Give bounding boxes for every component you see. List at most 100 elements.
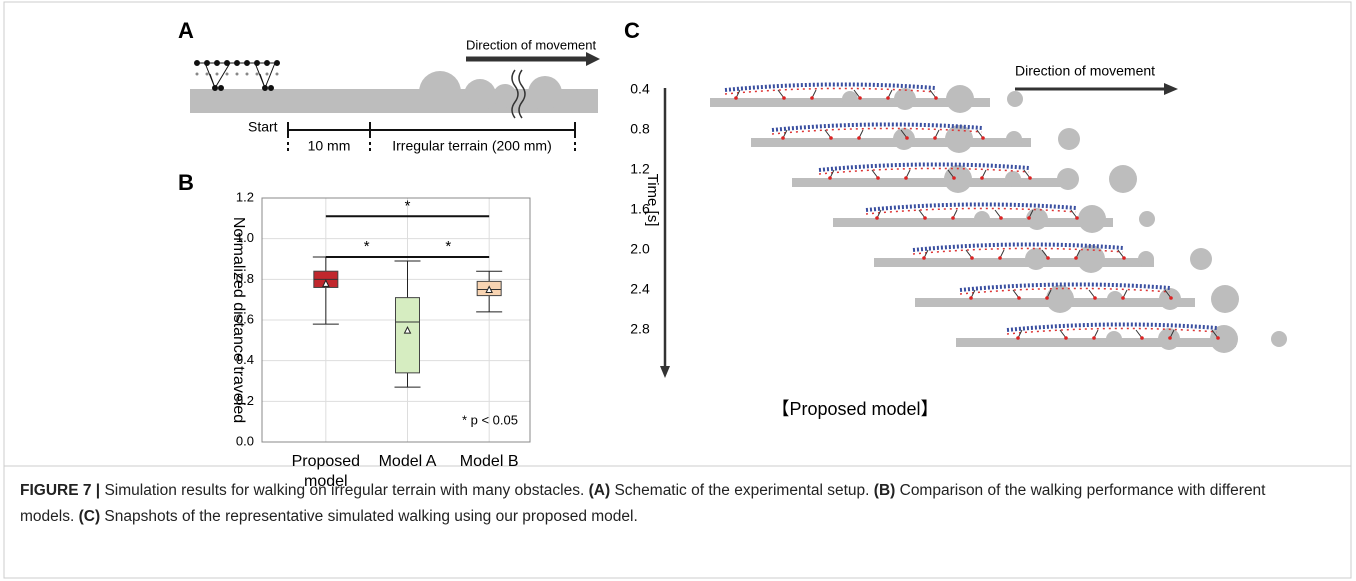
- caption-text: (A): [588, 482, 611, 499]
- robot-foot: [1168, 336, 1172, 340]
- x-tick-label: Model B: [459, 453, 519, 470]
- robot-body: [818, 167, 1030, 175]
- robot-foot: [1169, 296, 1173, 300]
- robot-foot: [810, 96, 814, 100]
- obstacle: [1106, 331, 1122, 347]
- annotation: * p < 0.05: [462, 412, 518, 427]
- ground: [874, 258, 1154, 267]
- robot-sketch: [194, 60, 280, 91]
- robot-foot: [969, 296, 973, 300]
- robot-foot: [1074, 256, 1078, 260]
- direction-label: Direction of movement: [466, 37, 596, 52]
- time-label: 2.8: [630, 321, 650, 337]
- terrain-label: Irregular terrain (200 mm): [392, 138, 552, 154]
- robot-foot: [905, 136, 909, 140]
- robot-foot: [904, 176, 908, 180]
- robot-body: [818, 162, 1030, 172]
- robot-foot: [828, 176, 832, 180]
- robot-foot: [1017, 296, 1021, 300]
- significance-label: *: [405, 197, 411, 214]
- robot-foot: [1046, 256, 1050, 260]
- robot-foot: [933, 136, 937, 140]
- robot-foot: [922, 256, 926, 260]
- obstacle: [944, 165, 972, 193]
- caption-text: (B): [873, 482, 896, 499]
- significance-label: *: [364, 238, 370, 255]
- robot-foot: [781, 136, 785, 140]
- foot: [268, 85, 274, 91]
- robot-body: [771, 122, 983, 132]
- arrow-head: [586, 52, 600, 66]
- obstacle: [1078, 205, 1106, 233]
- caption-text: Schematic of the experimental setup.: [610, 482, 874, 499]
- ground: [833, 218, 1113, 227]
- robot-foot: [858, 96, 862, 100]
- joint: [195, 72, 199, 76]
- joint: [245, 72, 249, 76]
- robot-body: [865, 202, 1077, 212]
- robot-body: [959, 282, 1171, 292]
- robot-foot: [1122, 256, 1126, 260]
- y-tick-label: 1.0: [236, 230, 254, 245]
- leg: [254, 62, 276, 90]
- y-tick-label: 0.8: [236, 271, 254, 286]
- y-tick-label: 0.2: [236, 393, 254, 408]
- robot-foot: [1093, 296, 1097, 300]
- robot-body: [912, 242, 1124, 252]
- caption-text: FIGURE 7 |: [20, 482, 101, 499]
- robot-foot: [980, 176, 984, 180]
- caption-text: Snapshots of the representative simulate…: [100, 508, 638, 525]
- robot-foot: [782, 96, 786, 100]
- robot-foot: [1045, 296, 1049, 300]
- joint: [275, 72, 279, 76]
- foot: [262, 85, 268, 91]
- leg: [204, 62, 231, 90]
- direction-label: Direction of movement: [1015, 63, 1155, 79]
- x-tick-label: Model A: [378, 453, 437, 470]
- robot-foot: [1028, 176, 1032, 180]
- joint: [215, 72, 219, 76]
- robot-foot: [998, 256, 1002, 260]
- obstacle: [893, 128, 915, 150]
- robot-body: [865, 207, 1077, 215]
- panel-label: B: [178, 170, 194, 195]
- robot-foot: [981, 136, 985, 140]
- robot-foot: [734, 96, 738, 100]
- joint: [225, 72, 229, 76]
- robot-foot: [857, 136, 861, 140]
- obstacle: [1271, 331, 1287, 347]
- mean-marker: [403, 326, 412, 334]
- time-label: 0.8: [630, 121, 650, 137]
- obstacle: [946, 85, 974, 113]
- robot-foot: [875, 216, 879, 220]
- panel-label: A: [178, 18, 194, 43]
- panel-caption: 【Proposed model】: [771, 399, 938, 419]
- robot-foot: [1216, 336, 1220, 340]
- caption-text: (C): [78, 508, 101, 525]
- robot-body: [1006, 322, 1218, 332]
- y-tick-label: 0.4: [236, 352, 254, 367]
- time-label: 1.6: [630, 201, 650, 217]
- obstacle: [945, 125, 973, 153]
- caption-text: Comparison of the walking performance wi…: [20, 482, 1266, 525]
- plot-frame: [261, 197, 531, 443]
- y-tick-label: 1.2: [236, 189, 254, 204]
- robot-foot: [934, 96, 938, 100]
- arrow-head: [1164, 83, 1178, 95]
- y-tick-label: 0.0: [236, 433, 254, 448]
- robot-body: [912, 247, 1124, 255]
- robot-foot: [923, 216, 927, 220]
- gap-label: 10 mm: [308, 138, 351, 154]
- obstacle: [1046, 285, 1074, 313]
- foot: [218, 85, 224, 91]
- dimension-lines: [287, 122, 576, 152]
- ground: [956, 338, 1236, 347]
- obstacle: [1211, 285, 1239, 313]
- break-mark: [511, 69, 526, 119]
- time-label: 1.2: [630, 161, 650, 177]
- joint: [255, 72, 259, 76]
- obstacle: [842, 91, 858, 107]
- box: [395, 297, 420, 374]
